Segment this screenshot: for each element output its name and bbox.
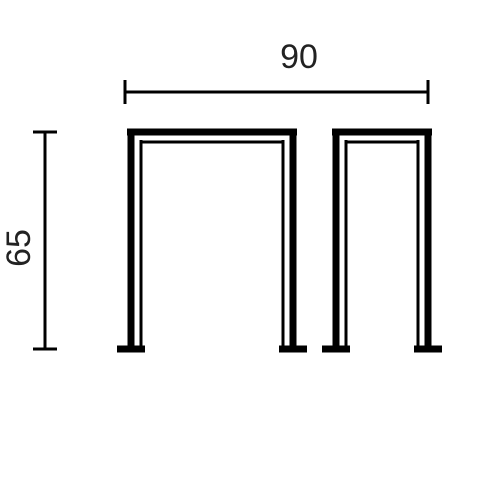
- dim-width-label: 90: [280, 38, 318, 76]
- profile-section: [117, 129, 442, 352]
- dimension-width: 90: [125, 38, 428, 104]
- technical-drawing: 90 65: [0, 0, 500, 500]
- dim-height-label: 65: [0, 229, 38, 267]
- dimension-height: 65: [0, 132, 57, 349]
